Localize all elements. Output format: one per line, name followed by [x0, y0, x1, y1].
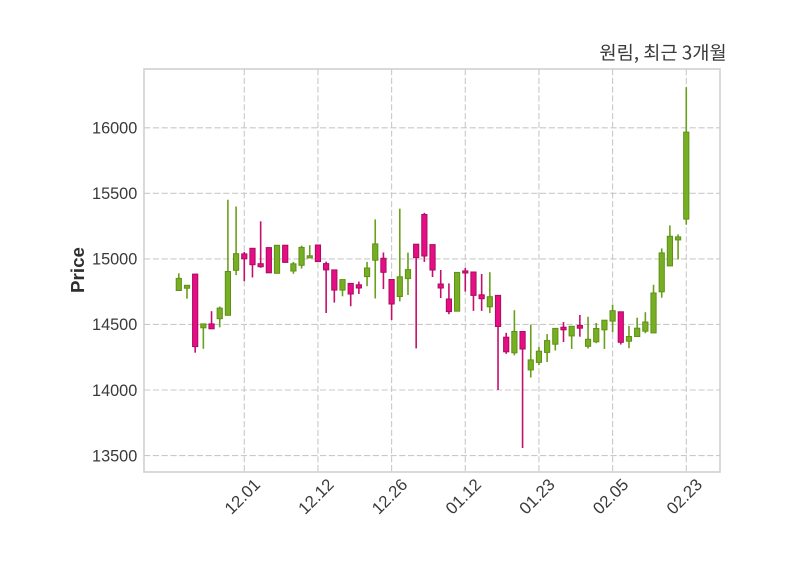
- svg-text:14500: 14500: [92, 316, 137, 334]
- svg-text:15000: 15000: [92, 251, 137, 269]
- svg-text:15500: 15500: [92, 185, 137, 203]
- svg-text:14000: 14000: [92, 382, 137, 400]
- svg-text:13500: 13500: [92, 447, 137, 465]
- svg-text:Price: Price: [67, 247, 88, 293]
- svg-text:16000: 16000: [92, 120, 137, 138]
